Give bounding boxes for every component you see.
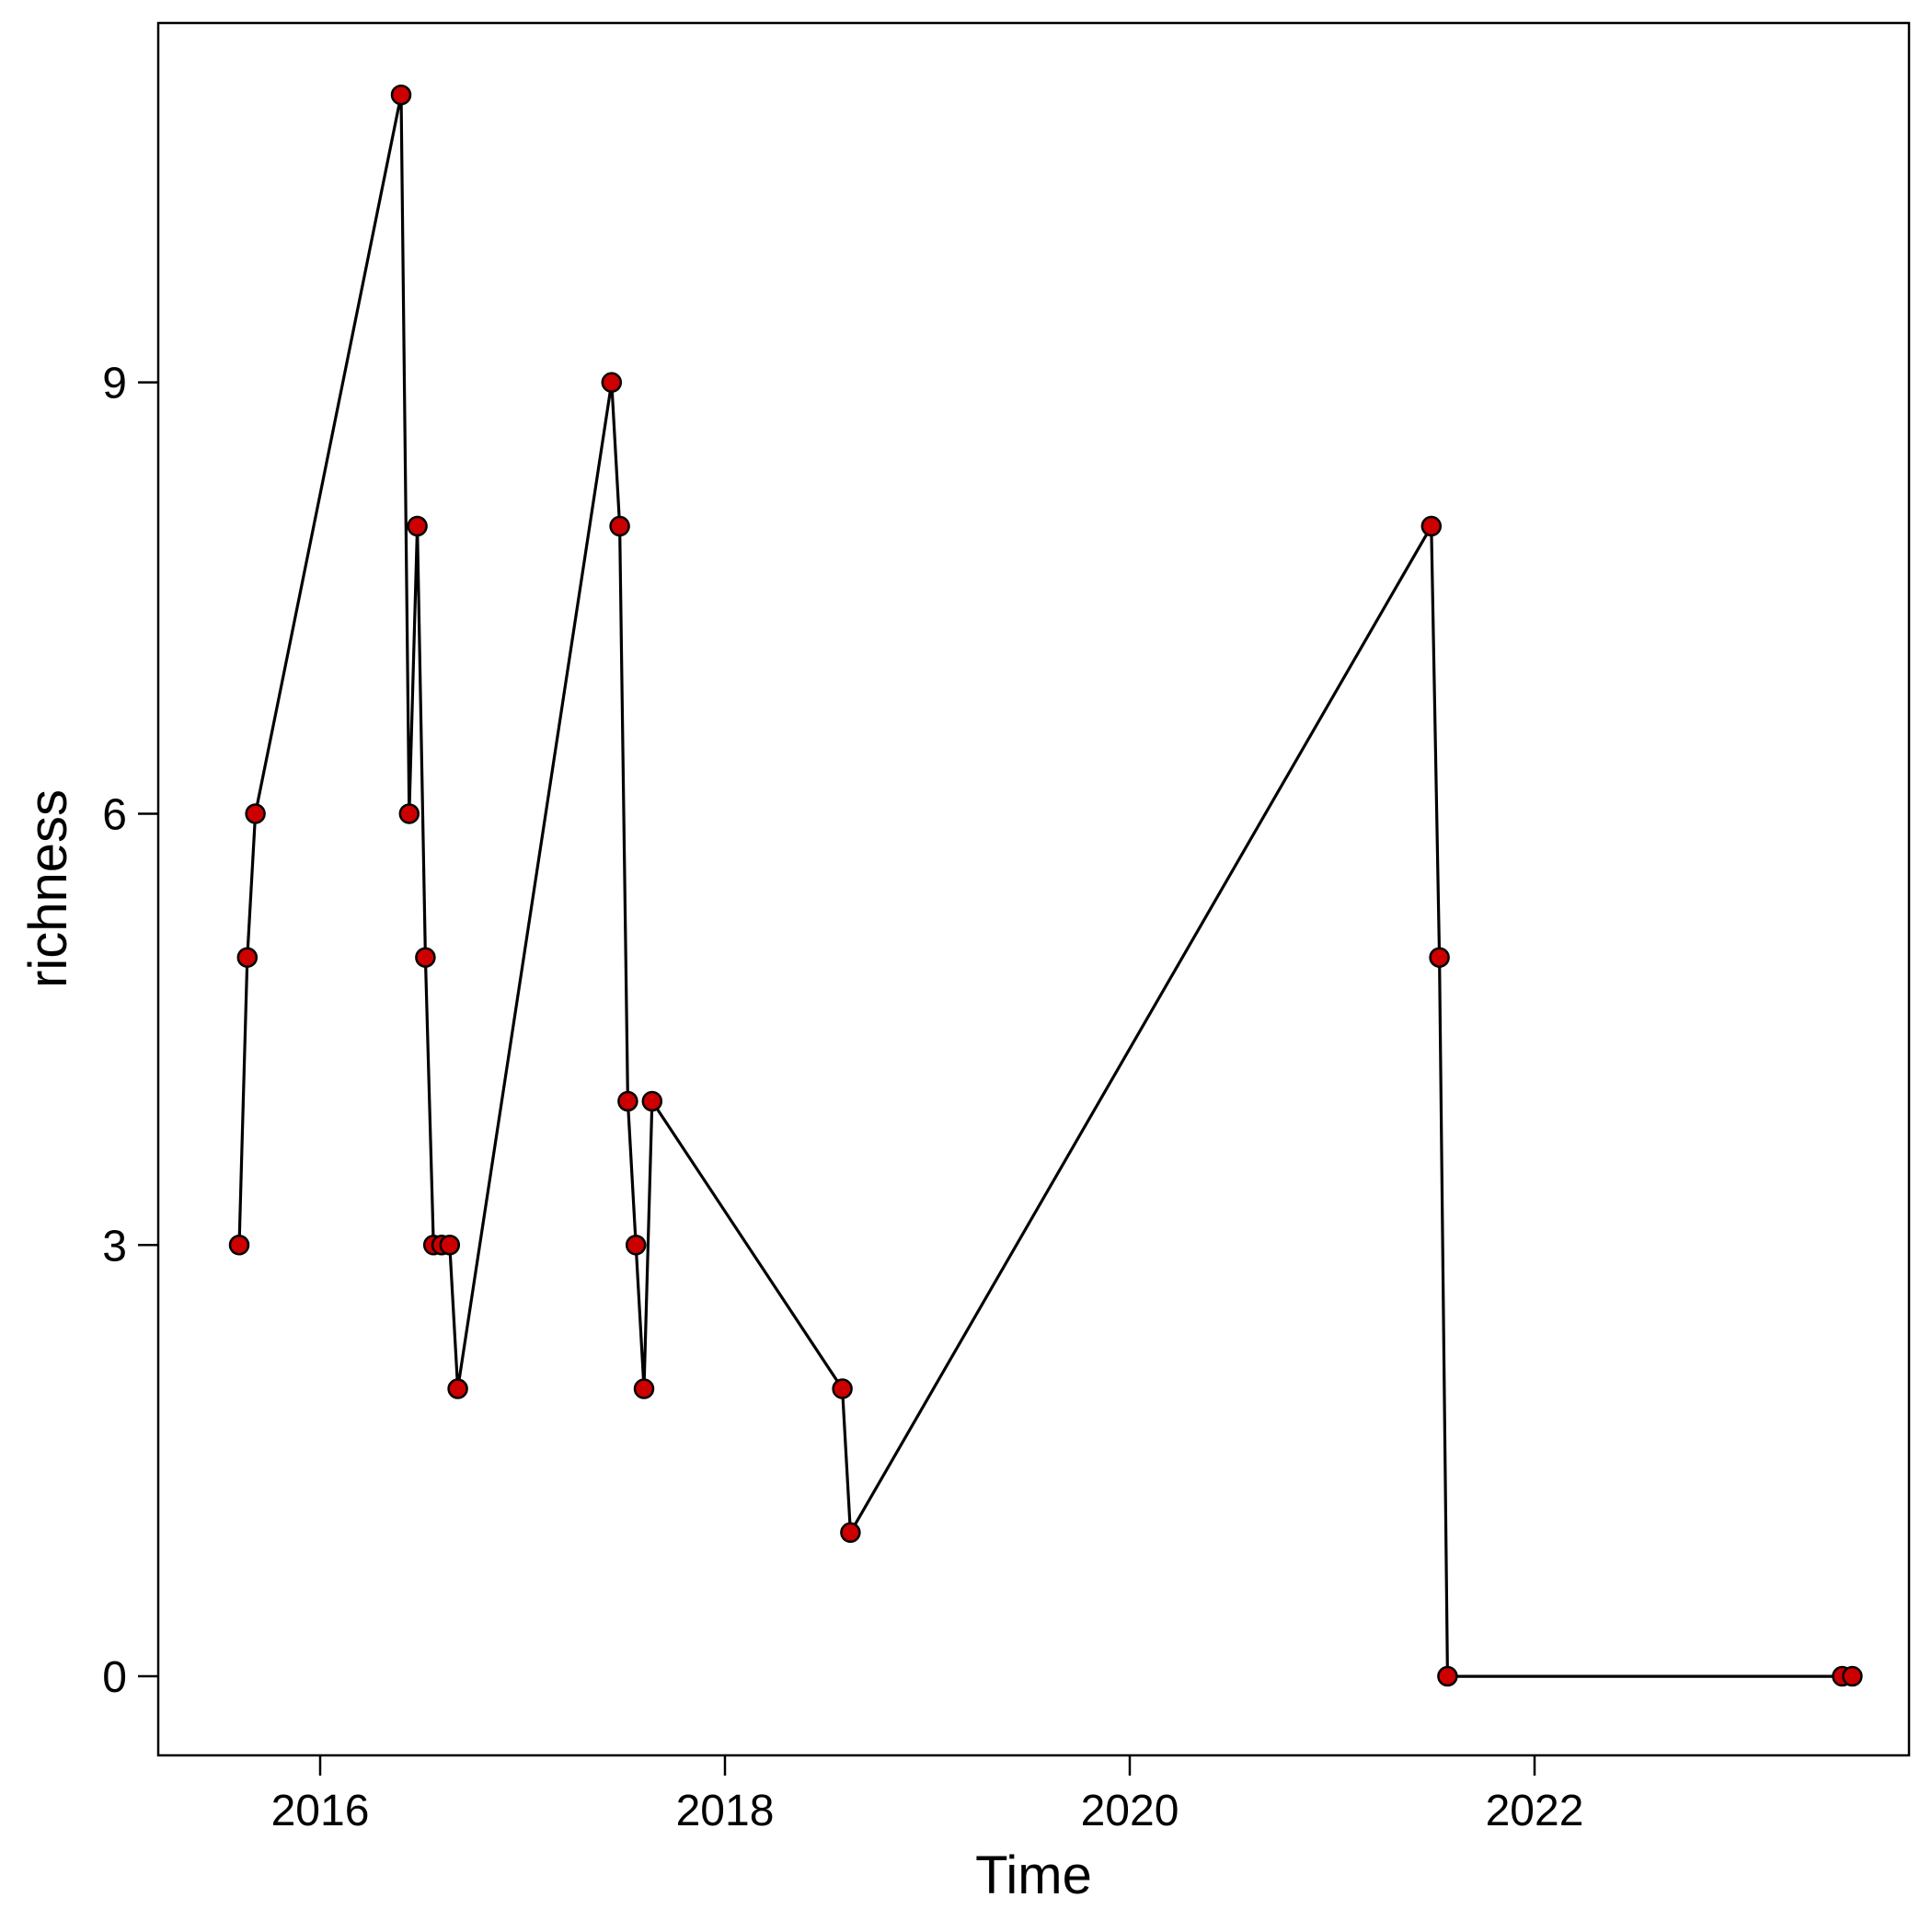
data-point	[625, 1235, 647, 1256]
x-axis-title: Time	[975, 1846, 1092, 1905]
data-point	[415, 947, 436, 968]
data-point	[601, 372, 623, 393]
data-point	[1842, 1665, 1863, 1687]
data-point	[1437, 1665, 1458, 1687]
data-point	[1429, 947, 1450, 968]
data-point	[390, 84, 412, 106]
y-tick-label: 3	[102, 1222, 127, 1271]
x-tick-label: 2018	[676, 1787, 775, 1835]
data-point	[407, 515, 428, 537]
data-point	[228, 1235, 250, 1256]
data-point	[641, 1090, 663, 1112]
x-tick-label: 2016	[271, 1787, 370, 1835]
data-point	[617, 1090, 638, 1112]
data-point	[439, 1235, 461, 1256]
data-point	[236, 947, 259, 968]
series-layer	[228, 84, 1863, 1687]
x-tick-label: 2020	[1081, 1787, 1179, 1835]
x-tick-label: 2022	[1486, 1787, 1584, 1835]
data-point	[832, 1378, 853, 1399]
y-tick-label: 6	[102, 790, 127, 839]
data-point	[447, 1378, 468, 1399]
x-axis-ticks: 2016 2018 2020 2022	[271, 1755, 1584, 1835]
data-point	[609, 515, 630, 537]
data-point	[245, 803, 266, 824]
data-point	[633, 1378, 655, 1399]
y-axis-title: richness	[18, 789, 78, 988]
y-tick-label: 9	[102, 360, 127, 408]
data-point	[840, 1522, 861, 1544]
data-point	[1420, 515, 1443, 537]
y-axis-ticks: 0 3 6 9	[102, 360, 158, 1702]
plot-frame	[156, 21, 1911, 1757]
series-line	[237, 93, 1853, 1678]
data-point	[398, 803, 420, 824]
y-tick-label: 0	[102, 1653, 127, 1702]
